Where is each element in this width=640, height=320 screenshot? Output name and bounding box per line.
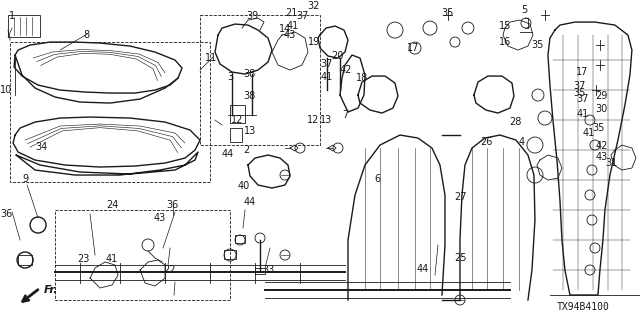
Bar [255, 268, 265, 274]
Text: 37: 37 [320, 59, 333, 69]
Text: 20: 20 [331, 51, 344, 61]
Text: 35: 35 [531, 40, 544, 50]
Bar [8, 15, 40, 37]
Text: 43: 43 [154, 212, 166, 223]
Text: 31: 31 [605, 158, 617, 168]
Text: 4: 4 [518, 137, 525, 148]
Text: 25: 25 [454, 252, 467, 263]
Text: 10: 10 [1, 85, 13, 95]
Text: 13: 13 [320, 115, 333, 125]
Bar [55, 210, 230, 300]
Bar [200, 15, 320, 145]
Bar [235, 235, 245, 243]
Text: 38: 38 [243, 91, 256, 101]
Text: 44: 44 [416, 264, 429, 274]
Text: 41: 41 [320, 72, 333, 82]
Text: 44: 44 [221, 148, 234, 159]
Text: 30: 30 [595, 104, 607, 114]
Bar [230, 128, 242, 142]
Text: 8: 8 [83, 30, 90, 40]
Text: 12: 12 [307, 115, 320, 125]
Text: 41: 41 [106, 254, 118, 264]
Text: 11: 11 [205, 53, 218, 63]
Text: 43: 43 [595, 152, 607, 162]
Text: 14: 14 [278, 24, 291, 34]
Text: 18: 18 [355, 74, 368, 84]
Text: 44: 44 [243, 196, 256, 207]
Text: 23: 23 [77, 254, 90, 264]
Text: 32: 32 [307, 2, 320, 12]
Text: 26: 26 [480, 137, 493, 148]
Text: 33: 33 [262, 265, 275, 276]
Text: 5: 5 [522, 5, 528, 15]
Bar [224, 250, 236, 259]
Text: 42: 42 [595, 140, 608, 151]
Text: 39: 39 [246, 11, 259, 21]
Bar [18, 255, 32, 265]
Text: 41: 41 [287, 21, 300, 31]
Text: 2: 2 [243, 145, 250, 156]
Text: 27: 27 [454, 192, 467, 202]
Text: Fr.: Fr. [44, 285, 59, 295]
Text: 3: 3 [227, 72, 234, 82]
Text: 24: 24 [106, 200, 118, 210]
Text: 36: 36 [1, 209, 13, 220]
Text: 40: 40 [237, 180, 250, 191]
Text: 16: 16 [499, 37, 512, 47]
Text: 22: 22 [163, 265, 176, 276]
Text: 35: 35 [573, 88, 586, 98]
Text: 37: 37 [296, 11, 309, 21]
Text: 34: 34 [36, 142, 48, 152]
Text: 36: 36 [166, 200, 179, 210]
Text: 19: 19 [307, 37, 320, 47]
Text: 9: 9 [22, 174, 29, 184]
Text: 41: 41 [582, 128, 595, 138]
Text: 42: 42 [339, 66, 352, 76]
Text: 37: 37 [573, 82, 586, 92]
Text: 37: 37 [576, 94, 589, 104]
Text: 28: 28 [509, 117, 522, 127]
Text: 35: 35 [592, 123, 605, 133]
Text: 43: 43 [284, 30, 296, 40]
Text: 29: 29 [595, 91, 608, 101]
Text: 38: 38 [243, 69, 256, 79]
Text: TX94B4100: TX94B4100 [557, 302, 610, 312]
Text: 17: 17 [406, 43, 419, 53]
Text: 1: 1 [8, 11, 15, 21]
Text: 15: 15 [499, 21, 512, 31]
Text: 17: 17 [576, 67, 589, 77]
Text: 13: 13 [243, 126, 256, 136]
Text: 6: 6 [374, 174, 381, 184]
Bar [10, 42, 210, 182]
Bar [230, 105, 245, 123]
Text: 7: 7 [342, 110, 349, 120]
Text: 35: 35 [442, 8, 454, 18]
Text: 12: 12 [230, 115, 243, 125]
Text: 41: 41 [576, 109, 588, 119]
Text: 21: 21 [285, 8, 298, 18]
